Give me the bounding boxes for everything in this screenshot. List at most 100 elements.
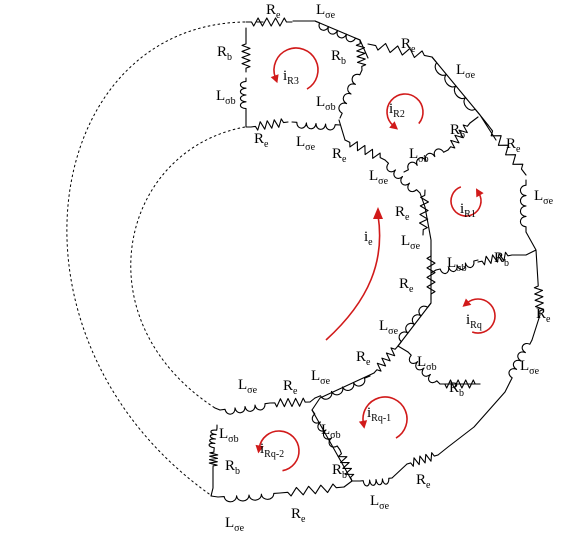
label-current-ir3: iR3	[283, 68, 299, 87]
label-re-12-main: R	[291, 506, 301, 522]
label-current-ir1: iR1	[460, 201, 476, 220]
loop-arrow-irq2-arrowhead	[255, 444, 264, 454]
label-rb-2-main: R	[331, 48, 341, 64]
label-lsb-2: Lσb	[316, 94, 336, 113]
label-lse-9-sub: σe	[320, 376, 330, 387]
label-re-12: Re	[291, 506, 306, 525]
label-lsb-5-sub: σb	[426, 362, 436, 373]
loop-arrow-ir2-arrowhead	[389, 121, 399, 130]
label-lsb-3: Lσb	[409, 146, 429, 165]
label-re-9-main: R	[356, 349, 366, 365]
label-re-6: Re	[395, 204, 410, 223]
label-rb-6-sub: b	[235, 466, 240, 477]
label-rb-3-sub: b	[460, 130, 465, 141]
ie-arrowhead	[373, 207, 383, 219]
label-re-7: Re	[536, 306, 551, 325]
label-lse-7-main: L	[520, 358, 529, 374]
resistor-re-rq-left	[426, 249, 436, 301]
label-re-4-sub: e	[342, 154, 347, 165]
label-lsb-1-main: L	[216, 88, 225, 104]
label-lse-4: Lσe	[369, 168, 389, 187]
label-lse-3-main: L	[456, 62, 465, 78]
label-lse-1: Lσe	[316, 2, 336, 21]
label-rb-3: Rb	[450, 122, 465, 141]
label-current-irq2: iRq-2	[260, 441, 284, 460]
label-lsb-2-main: L	[316, 94, 325, 110]
label-re-8-main: R	[399, 276, 409, 292]
inductor-lse-r1-right	[519, 179, 527, 233]
loop-arrow-irq1-arrowhead	[358, 420, 368, 429]
label-current-irq1-sub: Rq-1	[371, 413, 391, 424]
label-lsb-1: Lσb	[216, 88, 236, 107]
label-lsb-5-main: L	[417, 354, 426, 370]
label-lse-9: Lσe	[311, 368, 331, 387]
resistor-rb-r1-bottom	[477, 251, 513, 266]
resistor-re-rq1-bottom	[406, 452, 439, 467]
label-re-1: Re	[266, 2, 281, 21]
loop-arrow-ir1-arrowhead	[475, 188, 484, 198]
label-re-7-main: R	[536, 306, 546, 322]
resistor-re-r1-top	[487, 124, 527, 176]
loop-arrow-ir2	[386, 93, 424, 127]
label-rb-7-sub: b	[342, 470, 347, 481]
ie-arrow	[325, 214, 381, 341]
label-lse-8-main: L	[379, 318, 388, 334]
label-lsb-6-sub: σb	[228, 434, 238, 445]
label-lsb-2-sub: σb	[325, 102, 335, 113]
label-current-ir1-main: i	[460, 201, 464, 217]
label-current-irq-sub: Rq	[470, 320, 482, 331]
label-lse-8: Lσe	[379, 318, 399, 337]
label-lse-4-main: L	[369, 168, 378, 184]
label-re-3-sub: e	[411, 44, 416, 55]
label-re-4: Re	[332, 146, 347, 165]
label-lsb-6-main: L	[219, 426, 228, 442]
label-current-ie-main: i	[364, 229, 368, 245]
label-lse-12: Lσe	[225, 515, 245, 534]
label-rb-1: Rb	[217, 44, 232, 63]
label-lse-6-sub: σe	[410, 241, 420, 252]
label-lse-10-main: L	[238, 377, 247, 393]
label-current-irq2-sub: Rq-2	[264, 449, 284, 460]
loop-arrow-ir3-arrowhead	[270, 74, 279, 84]
inductor-lse-rq2-bottom	[217, 492, 281, 503]
label-current-ie-sub: e	[368, 237, 373, 248]
loop-arrow-irq2	[258, 430, 300, 472]
inductor-lse-rq1-bottom	[359, 477, 393, 487]
label-lsb-7: Lσb	[321, 422, 341, 441]
inductor-lsb-rq1-right	[407, 351, 441, 385]
label-current-irq: iRq	[466, 312, 482, 331]
inductor-lse-r3-bottom	[291, 121, 341, 131]
resistor-re-rq-right	[533, 281, 545, 316]
inductor-lsb-rq2-left	[208, 427, 218, 451]
label-lse-6-main: L	[401, 233, 410, 249]
label-re-5: Re	[506, 136, 521, 155]
label-lsb-4: Lσb	[447, 255, 467, 274]
label-lse-7: Lσe	[520, 358, 540, 377]
label-current-irq-main: i	[466, 312, 470, 328]
label-lse-2-sub: σe	[305, 142, 315, 153]
label-lse-10: Lσe	[238, 377, 258, 396]
label-current-ir2: iR2	[389, 101, 405, 120]
inductor-lsb-r1-bottom	[435, 259, 479, 274]
label-current-irq2-main: i	[260, 441, 264, 457]
label-rb-1-main: R	[217, 44, 227, 60]
resistor-rb-r2-right	[447, 122, 471, 151]
loop-arrow-irq1	[362, 396, 408, 439]
label-lse-12-sub: σe	[234, 523, 244, 534]
label-lse-4-sub: σe	[378, 176, 388, 187]
label-re-10-main: R	[283, 378, 293, 394]
resistor-re-r1-left	[418, 189, 430, 236]
resistor-rb-r3-left	[241, 39, 251, 73]
label-current-ie: ie	[364, 229, 373, 248]
label-lse-3: Lσe	[456, 62, 476, 81]
label-lse-2-main: L	[296, 134, 305, 150]
label-lsb-4-sub: σb	[456, 263, 466, 274]
resistor-re-rq2-top	[269, 397, 311, 408]
inductor-lse-r2-bottom	[384, 159, 421, 194]
label-re-9-sub: e	[366, 357, 371, 368]
label-re-11-main: R	[416, 472, 426, 488]
label-lse-5-main: L	[534, 188, 543, 204]
